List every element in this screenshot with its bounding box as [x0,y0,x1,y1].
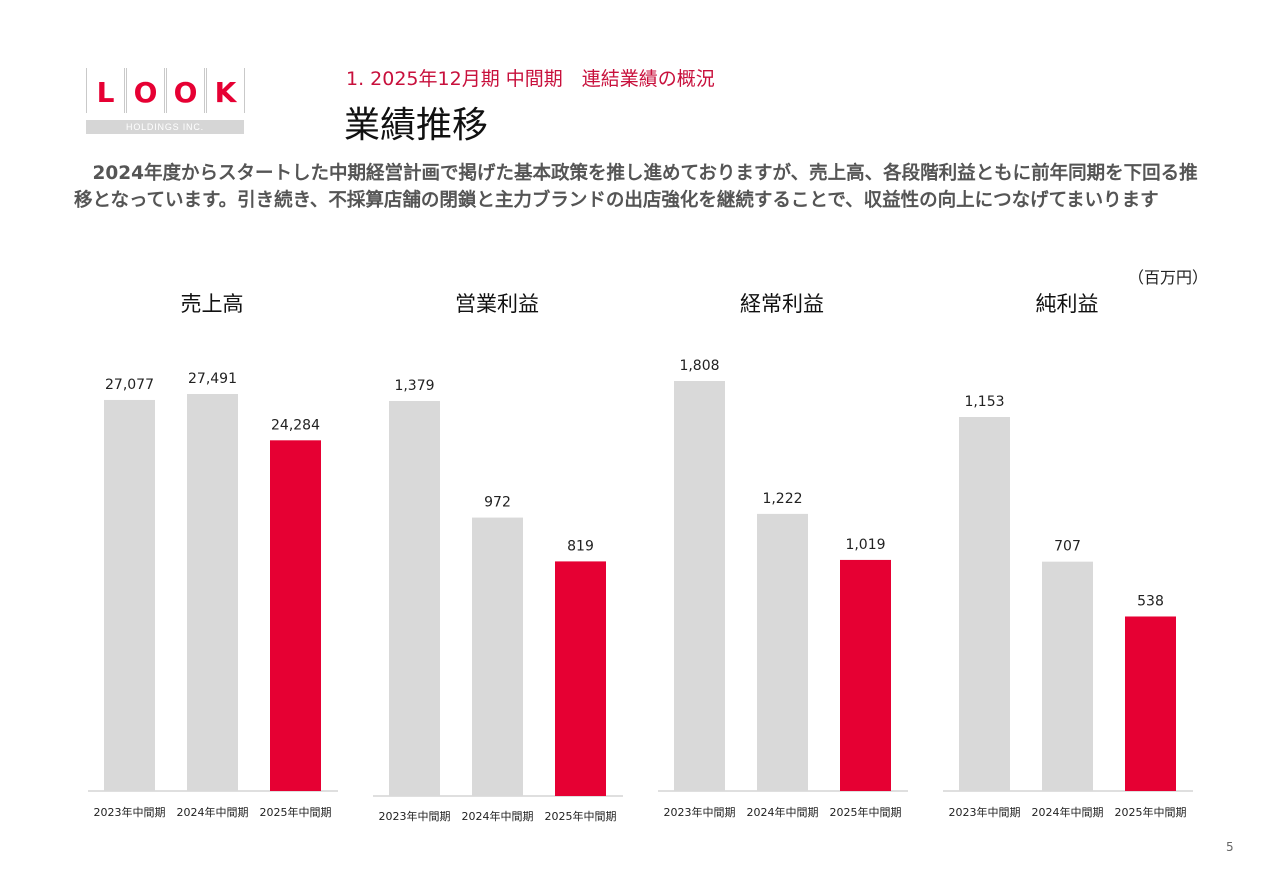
bar [270,440,321,791]
unit-label: （百万円） [1128,268,1209,287]
logo-letter-k: K [206,68,245,113]
category-label: 2025年中間期 [545,809,617,823]
category-label: 2023年中間期 [94,805,166,819]
bar [1042,561,1093,791]
bar [959,417,1010,791]
category-label: 2024年中間期 [177,805,249,819]
category-label: 2025年中間期 [260,805,332,819]
bar [757,513,808,791]
chart-ordinary-profit: 1,808 2023年中間期 1,222 2024年中間期 1,019 2025年中間期 [658,358,908,819]
section-label: 1. 2025年12月期 中間期 連結業績の概況 [346,68,715,90]
chart-operating-profit: 1,379 2023年中間期 972 2024年中間期 819 2025年中間期 [373,378,623,823]
data-label: 1,222 [762,491,802,507]
category-label: 2025年中間期 [1115,805,1187,819]
bar [1125,616,1176,791]
page-title: 業績推移 [344,105,489,146]
chart-title-ordinary-profit: 経常利益 [740,292,824,316]
bar [674,381,725,791]
data-label: 707 [1054,539,1081,555]
data-label: 819 [567,538,594,554]
logo-letter-o1: O [126,68,165,113]
chart-title-net-profit: 純利益 [1035,292,1099,316]
company-logo: L O O K HOLDINGS INC. [86,68,245,134]
chart-title-operating-profit: 営業利益 [455,292,539,316]
chart-title-sales: 売上高 [180,292,244,316]
chart-sales: 27,077 2023年中間期 27,491 2024年中間期 24,284 2025年中… [88,371,338,819]
category-label: 2024年中間期 [462,809,534,823]
data-label: 27,491 [188,371,237,387]
logo-letter-o2: O [166,68,205,113]
logo-tagline: HOLDINGS INC. [86,120,244,134]
category-label: 2025年中間期 [830,805,902,819]
bar [472,517,523,796]
data-label: 1,019 [845,537,885,553]
bar [389,401,440,796]
category-label: 2024年中間期 [747,805,819,819]
data-label: 1,153 [964,394,1004,410]
chart-net-profit: 1,153 2023年中間期 707 2024年中間期 538 2025年中間期 [943,394,1193,819]
logo-letter-l: L [86,68,125,113]
bar [104,399,155,791]
data-label: 1,379 [394,378,434,394]
category-label: 2023年中間期 [664,805,736,819]
data-label: 1,808 [679,358,719,374]
bar [187,394,238,791]
category-label: 2023年中間期 [949,805,1021,819]
bar [840,559,891,791]
data-label: 24,284 [271,417,320,433]
data-label: 972 [484,495,511,511]
bar [555,561,606,796]
data-label: 538 [1137,593,1164,609]
category-label: 2024年中間期 [1032,805,1104,819]
summary-text: 2024年度からスタートした中期経営計画で掲げた基本政策を推し進めておりますが、… [74,163,1198,211]
category-label: 2023年中間期 [379,809,451,823]
page-number: 5 [1226,840,1234,854]
data-label: 27,077 [105,377,154,393]
